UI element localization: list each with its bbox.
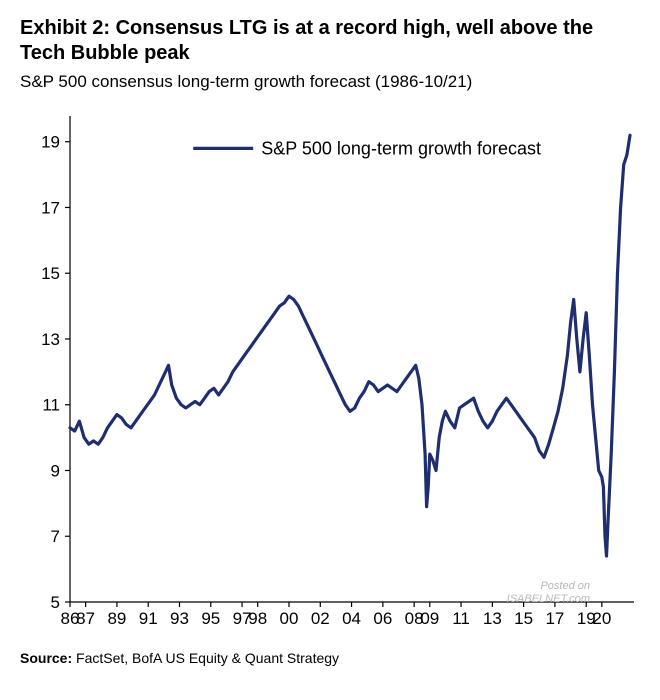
svg-text:04: 04 [342, 609, 361, 628]
svg-text:09: 09 [420, 609, 439, 628]
line-chart: 5791113151719868789919395979800020406080… [20, 102, 640, 642]
svg-text:02: 02 [311, 609, 330, 628]
chart-title: Exhibit 2: Consensus LTG is at a record … [20, 16, 640, 66]
svg-text:19: 19 [41, 133, 60, 152]
source-line: Source: FactSet, BofA US Equity & Quant … [20, 650, 640, 666]
svg-text:15: 15 [41, 264, 60, 283]
svg-text:13: 13 [41, 330, 60, 349]
chart-container: 5791113151719868789919395979800020406080… [20, 102, 640, 642]
svg-text:13: 13 [483, 609, 502, 628]
svg-text:87: 87 [76, 609, 95, 628]
svg-text:11: 11 [42, 396, 60, 415]
svg-text:15: 15 [514, 609, 533, 628]
svg-text:00: 00 [280, 609, 299, 628]
svg-text:93: 93 [170, 609, 189, 628]
svg-text:7: 7 [51, 527, 60, 546]
svg-text:11: 11 [452, 609, 470, 628]
svg-text:20: 20 [592, 609, 611, 628]
chart-subtitle: S&P 500 consensus long-term growth forec… [20, 72, 640, 92]
svg-text:17: 17 [545, 609, 564, 628]
svg-text:91: 91 [139, 609, 158, 628]
svg-text:S&P 500 long-term growth forec: S&P 500 long-term growth forecast [261, 138, 541, 158]
watermark-line2: ISABELNET.com [507, 593, 590, 605]
watermark-line1: Posted on [540, 580, 590, 592]
svg-text:17: 17 [41, 198, 60, 217]
svg-text:89: 89 [107, 609, 126, 628]
watermark: Posted on ISABELNET.com [507, 580, 590, 606]
svg-text:98: 98 [248, 609, 267, 628]
svg-text:9: 9 [51, 461, 60, 480]
source-value: FactSet, BofA US Equity & Quant Strategy [76, 650, 339, 666]
svg-text:95: 95 [201, 609, 220, 628]
source-label: Source: [20, 650, 72, 666]
svg-text:5: 5 [51, 593, 60, 612]
svg-text:06: 06 [373, 609, 392, 628]
